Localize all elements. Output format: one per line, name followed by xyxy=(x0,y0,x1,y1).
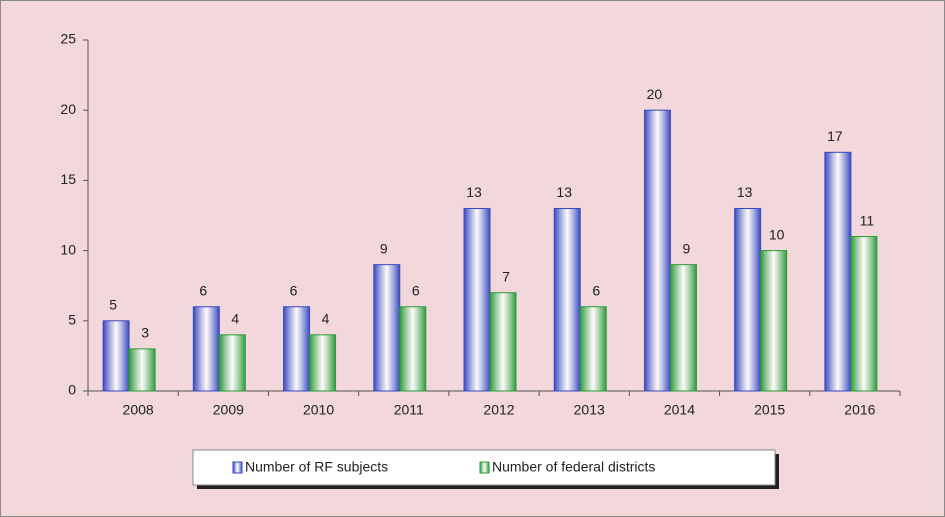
bar xyxy=(102,320,130,392)
data-label: 6 xyxy=(199,282,207,298)
x-tick-label: 2012 xyxy=(483,402,514,418)
bar xyxy=(643,109,671,392)
bar xyxy=(309,334,337,392)
x-tick-label: 2010 xyxy=(303,402,334,418)
bar xyxy=(760,250,788,392)
data-label: 6 xyxy=(592,282,600,298)
data-label: 9 xyxy=(683,240,691,256)
legend-label: Number of federal districts xyxy=(492,459,655,475)
bar xyxy=(553,207,581,392)
bar xyxy=(283,306,311,392)
data-label: 3 xyxy=(141,325,149,341)
x-tick-label: 2014 xyxy=(664,402,695,418)
data-label: 13 xyxy=(737,184,753,200)
bar xyxy=(850,236,878,392)
data-label: 20 xyxy=(647,86,663,102)
bar xyxy=(128,348,156,392)
data-label: 9 xyxy=(380,240,388,256)
bar xyxy=(463,207,491,392)
data-label: 10 xyxy=(769,226,785,242)
x-tick-label: 2011 xyxy=(394,402,424,418)
legend-swatch xyxy=(479,461,490,474)
y-tick-label: 15 xyxy=(60,171,76,187)
bar xyxy=(373,264,401,392)
y-tick-label: 0 xyxy=(68,382,76,398)
bar xyxy=(489,292,517,392)
bar xyxy=(824,151,852,392)
bar xyxy=(579,306,607,392)
legend-label: Number of RF subjects xyxy=(245,459,388,475)
legend-swatch xyxy=(232,461,243,474)
data-label: 11 xyxy=(860,212,875,228)
data-label: 5 xyxy=(109,297,117,313)
data-label: 13 xyxy=(466,184,482,200)
data-label: 4 xyxy=(322,311,330,327)
bar xyxy=(192,306,220,392)
bar xyxy=(399,306,427,392)
x-tick-label: 2016 xyxy=(844,402,875,418)
y-tick-label: 5 xyxy=(68,312,76,328)
x-tick-label: 2015 xyxy=(754,402,785,418)
bar xyxy=(218,334,246,392)
data-label: 7 xyxy=(502,268,510,284)
y-tick-label: 10 xyxy=(60,241,76,257)
x-tick-label: 2013 xyxy=(574,402,605,418)
data-label: 17 xyxy=(827,128,843,144)
data-label: 6 xyxy=(290,282,298,298)
bar xyxy=(669,264,697,392)
x-tick-label: 2009 xyxy=(213,402,244,418)
data-label: 4 xyxy=(231,311,239,327)
y-tick-label: 25 xyxy=(60,31,76,47)
x-tick-label: 2008 xyxy=(123,402,154,418)
data-label: 6 xyxy=(412,282,420,298)
bar xyxy=(734,207,762,392)
y-tick-label: 20 xyxy=(60,101,76,117)
data-label: 13 xyxy=(556,184,572,200)
